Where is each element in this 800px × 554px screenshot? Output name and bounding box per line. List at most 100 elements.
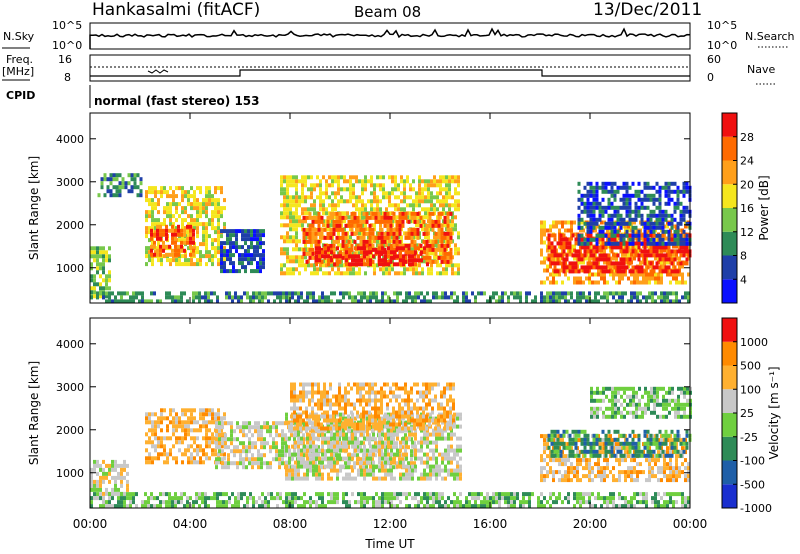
power-cell: [292, 203, 295, 208]
power-cell: [598, 213, 602, 218]
velocity-cell: [181, 412, 184, 417]
velocity-cell: [417, 492, 420, 497]
power-cell: [672, 291, 675, 296]
velocity-cell: [588, 492, 591, 497]
velocity-cell: [251, 425, 254, 430]
power-cell: [286, 175, 289, 180]
power-cell: [592, 209, 596, 214]
power-cell: [582, 280, 585, 285]
power-cell: [567, 276, 570, 281]
velocity-cell: [208, 444, 211, 449]
velocity-cell: [220, 452, 223, 457]
power-cell: [292, 223, 295, 228]
power-cell: [436, 195, 439, 200]
velocity-cell: [135, 504, 138, 509]
power-cell: [223, 222, 226, 227]
velocity-cell: [156, 496, 159, 501]
power-cell: [418, 175, 421, 180]
power-cell: [434, 231, 438, 236]
velocity-cell: [145, 416, 148, 421]
power-cell: [654, 272, 657, 277]
power-cell: [295, 195, 298, 200]
velocity-cell: [257, 437, 260, 442]
power-cell: [351, 258, 354, 263]
power-cell: [428, 215, 432, 220]
power-cell: [171, 224, 174, 229]
power-cell: [654, 280, 657, 285]
power-cell: [416, 227, 420, 232]
velocity-cell: [348, 500, 351, 505]
power-cell: [454, 227, 457, 232]
velocity-cell: [456, 500, 459, 505]
power-cell: [392, 239, 396, 244]
power-cell: [308, 227, 312, 232]
velocity-cell: [178, 436, 181, 441]
velocity-cell: [660, 504, 663, 509]
velocity-cell: [248, 457, 251, 462]
power-cell: [402, 246, 405, 251]
power-cell: [302, 215, 306, 220]
power-cell: [108, 295, 111, 300]
velocity-cell: [269, 433, 272, 438]
power-cell: [421, 191, 424, 196]
y-tick-label: 4000: [56, 133, 84, 146]
power-cell: [676, 221, 680, 226]
velocity-cell: [144, 500, 147, 505]
power-cell: [90, 254, 93, 259]
power-cell: [295, 183, 298, 188]
power-cell: [327, 258, 330, 263]
velocity-cell: [223, 456, 226, 461]
power-cell: [192, 248, 195, 253]
velocity-cell: [145, 456, 148, 461]
power-cell: [559, 241, 563, 246]
power-cell: [253, 229, 256, 234]
power-cell: [229, 257, 232, 262]
power-cell: [180, 248, 183, 253]
velocity-cell: [236, 425, 239, 430]
power-cell: [607, 217, 611, 222]
power-cell: [600, 276, 603, 281]
power-cell: [555, 291, 558, 296]
velocity-cell: [468, 504, 471, 509]
power-cell: [613, 213, 617, 218]
power-cell: [580, 217, 584, 222]
power-cell: [313, 207, 316, 212]
power-cell: [229, 261, 232, 266]
power-cell: [178, 258, 181, 263]
power-cell: [365, 215, 369, 220]
velocity-cell: [223, 412, 226, 417]
power-cell: [99, 254, 102, 259]
power-cell: [633, 295, 636, 300]
power-cell: [633, 276, 636, 281]
power-cell: [610, 185, 614, 190]
power-cell: [669, 280, 672, 285]
power-cell: [410, 231, 414, 236]
power-cell: [336, 262, 339, 267]
power-cell: [556, 253, 560, 258]
power-cell: [660, 260, 663, 265]
power-cell: [241, 253, 244, 258]
velocity-cell: [205, 428, 208, 433]
power-cell: [577, 253, 581, 258]
power-cell: [595, 221, 599, 226]
power-cell: [181, 198, 184, 203]
power-cell: [451, 219, 454, 224]
power-cell: [664, 181, 668, 186]
power-cell: [639, 272, 642, 277]
power-cell: [301, 263, 304, 268]
power-cell: [315, 250, 318, 255]
power-cell: [381, 246, 384, 251]
power-cell: [648, 276, 651, 281]
power-cell: [437, 215, 441, 220]
velocity-cell: [486, 492, 489, 497]
power-cell: [139, 177, 143, 182]
power-cell: [559, 233, 563, 238]
power-cell: [373, 207, 376, 212]
power-cell: [570, 224, 573, 229]
power-cell: [178, 238, 181, 243]
power-cell: [223, 198, 226, 203]
power-cell: [301, 223, 304, 228]
velocity-cell: [317, 429, 320, 434]
power-cell: [425, 227, 429, 232]
power-cell: [676, 205, 680, 210]
